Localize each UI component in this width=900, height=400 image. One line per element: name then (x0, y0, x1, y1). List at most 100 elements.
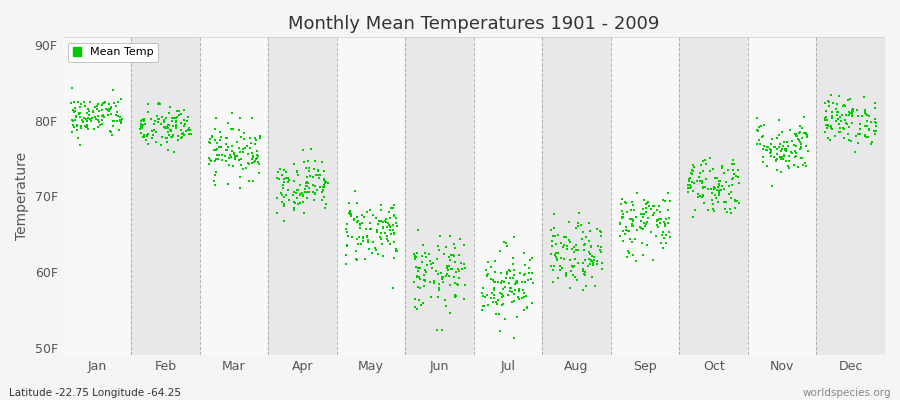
Point (832, 129, 846, 136)
Point (707, 192, 722, 198)
Point (457, 242, 472, 248)
Point (692, 174, 706, 180)
Point (176, 130, 190, 137)
Point (563, 285, 578, 291)
Point (754, 134, 769, 140)
Point (166, 132, 180, 138)
Point (290, 167, 304, 174)
Point (818, 117, 832, 124)
Point (208, 182, 222, 188)
Point (726, 157, 741, 164)
Point (303, 146, 318, 152)
Point (277, 203, 292, 209)
Point (696, 192, 710, 198)
Point (778, 146, 793, 152)
Point (545, 267, 560, 273)
Point (92, 108, 106, 114)
Point (434, 270, 448, 276)
Point (159, 115, 174, 122)
Point (724, 195, 738, 201)
Point (86, 109, 101, 115)
Point (550, 256, 564, 262)
Point (640, 219, 654, 225)
Point (822, 99, 836, 106)
Point (487, 294, 501, 301)
Point (302, 165, 316, 171)
Point (387, 231, 401, 237)
Point (72, 114, 86, 120)
Point (359, 234, 374, 240)
Point (451, 282, 465, 288)
Point (818, 115, 832, 122)
Bar (473, 37, 543, 355)
Point (301, 180, 315, 186)
Point (859, 122, 873, 129)
Point (73, 104, 87, 110)
Point (424, 294, 438, 300)
Point (500, 270, 515, 277)
Point (793, 122, 807, 129)
Point (375, 253, 390, 260)
Point (374, 218, 388, 224)
Point (433, 233, 447, 240)
Point (493, 328, 508, 334)
Point (499, 274, 513, 281)
Point (164, 134, 178, 140)
Point (583, 257, 598, 263)
Point (800, 134, 814, 140)
Point (482, 259, 496, 266)
Point (519, 304, 534, 311)
Point (448, 292, 463, 298)
Point (272, 176, 286, 182)
Point (635, 226, 650, 233)
Point (182, 125, 196, 132)
Point (772, 117, 787, 123)
Point (513, 270, 527, 276)
Point (794, 154, 808, 161)
Point (431, 243, 446, 249)
Point (770, 156, 785, 162)
Point (714, 178, 728, 184)
Point (824, 125, 839, 132)
Point (66, 107, 80, 114)
Point (412, 284, 427, 291)
Point (685, 167, 699, 174)
Point (443, 310, 457, 317)
Point (364, 226, 378, 232)
Point (562, 257, 577, 264)
Bar (405, 37, 473, 355)
Point (731, 167, 745, 174)
Point (298, 186, 312, 192)
Point (716, 183, 730, 190)
Point (651, 224, 665, 230)
Point (635, 206, 650, 212)
Point (862, 112, 877, 119)
Point (849, 133, 863, 140)
Point (367, 245, 382, 251)
Point (379, 216, 393, 223)
Point (152, 116, 166, 122)
Point (171, 133, 185, 139)
Point (166, 115, 180, 122)
Point (712, 182, 726, 188)
Point (512, 287, 526, 294)
Point (729, 173, 743, 180)
Point (722, 183, 736, 190)
Point (351, 218, 365, 224)
Point (370, 227, 384, 234)
Point (351, 241, 365, 248)
Point (168, 118, 183, 125)
Point (205, 134, 220, 140)
Point (447, 273, 462, 280)
Point (134, 123, 148, 129)
Point (711, 182, 725, 188)
Point (456, 296, 471, 302)
Point (415, 253, 429, 259)
Point (656, 229, 670, 235)
Point (89, 116, 104, 122)
Point (317, 194, 331, 201)
Point (73, 142, 87, 148)
Point (296, 192, 310, 199)
Point (502, 280, 517, 286)
Point (207, 178, 221, 184)
